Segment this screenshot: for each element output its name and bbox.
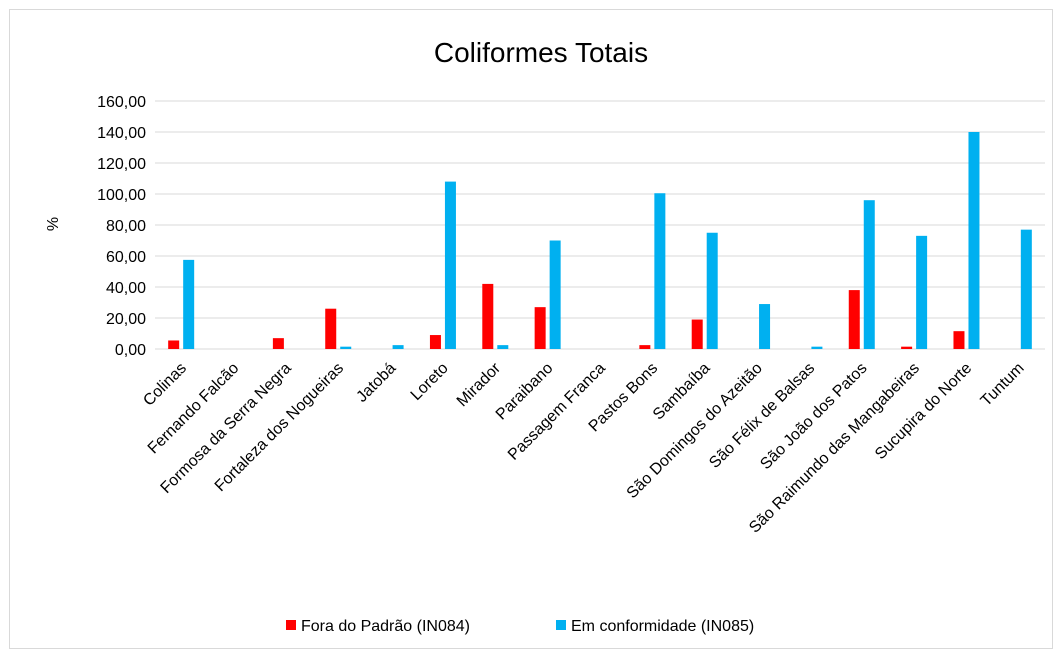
bar-fora-do-padrao: [691, 319, 703, 349]
bar-fora-do-padrao: [482, 283, 494, 349]
chart-title: Coliformes Totais: [434, 37, 648, 68]
x-tick-label: Passagem Franca: [505, 360, 609, 464]
bar-em-conformidade: [549, 240, 561, 349]
chart-svg: Coliformes Totais % 0,00 20,00 40,00 60,00 8…: [45, 37, 1045, 635]
bar-em-conformidade: [392, 345, 404, 349]
y-tick-label: 100,00: [97, 187, 146, 204]
bar-em-conformidade: [706, 232, 718, 349]
bar-fora-do-padrao: [534, 307, 546, 349]
bar-em-conformidade: [1020, 229, 1032, 349]
bar-fora-do-padrao: [168, 340, 180, 349]
x-tick-label: Colinas: [140, 360, 190, 410]
bar-em-conformidade: [654, 193, 666, 349]
legend-swatch-em-conformidade: [556, 620, 566, 630]
bar-em-conformidade: [759, 304, 771, 349]
y-tick-label: 140,00: [97, 125, 146, 142]
legend-label-em-conformidade: Em conformidade (IN085): [571, 618, 754, 635]
bar-em-conformidade: [968, 132, 980, 349]
y-tick-label: 160,00: [97, 94, 146, 111]
legend-label-fora-do-padrao: Fora do Padrão (IN084): [301, 618, 470, 635]
bar-fora-do-padrao: [429, 335, 441, 349]
y-tick-labels: 0,00 20,00 40,00 60,00 80,00 100,00 120,00 140,…: [97, 94, 146, 359]
bar-fora-do-padrao: [272, 338, 284, 349]
y-tick-label: 120,00: [97, 156, 146, 173]
bar-em-conformidade: [497, 345, 509, 349]
bar-fora-do-padrao: [325, 308, 337, 349]
bars: [168, 132, 1032, 349]
x-tick-label: Mirador: [454, 359, 505, 410]
legend: Fora do Padrão (IN084) Em conformidade (…: [286, 618, 754, 635]
x-tick-label: Tuntum: [978, 360, 1028, 410]
y-tick-label: 0,00: [115, 342, 146, 359]
chart-frame: Coliformes Totais % 0,00 20,00 40,00 60,00 8…: [9, 9, 1053, 649]
bar-fora-do-padrao: [901, 346, 913, 349]
x-tick-label: Jatobá: [353, 360, 399, 406]
y-tick-label: 40,00: [106, 280, 146, 297]
x-tick-label: Sucupira do Norte: [872, 360, 975, 463]
grid-lines: [155, 100, 1045, 350]
y-tick-label: 80,00: [106, 218, 146, 235]
x-tick-label: Loreto: [408, 360, 452, 404]
bar-em-conformidade: [444, 181, 456, 349]
bar-em-conformidade: [916, 235, 928, 349]
bar-em-conformidade: [863, 200, 875, 349]
bar-fora-do-padrao: [953, 331, 965, 349]
legend-swatch-fora-do-padrao: [286, 620, 296, 630]
bar-fora-do-padrao: [639, 345, 651, 349]
y-tick-label: 20,00: [106, 311, 146, 328]
x-tick-label: Fernando Falcão: [145, 360, 243, 458]
bar-em-conformidade: [183, 259, 195, 349]
y-axis-label: %: [45, 217, 62, 231]
bar-em-conformidade: [811, 346, 823, 349]
bar-fora-do-padrao: [848, 290, 860, 349]
y-tick-label: 60,00: [106, 249, 146, 266]
bar-em-conformidade: [340, 346, 352, 349]
